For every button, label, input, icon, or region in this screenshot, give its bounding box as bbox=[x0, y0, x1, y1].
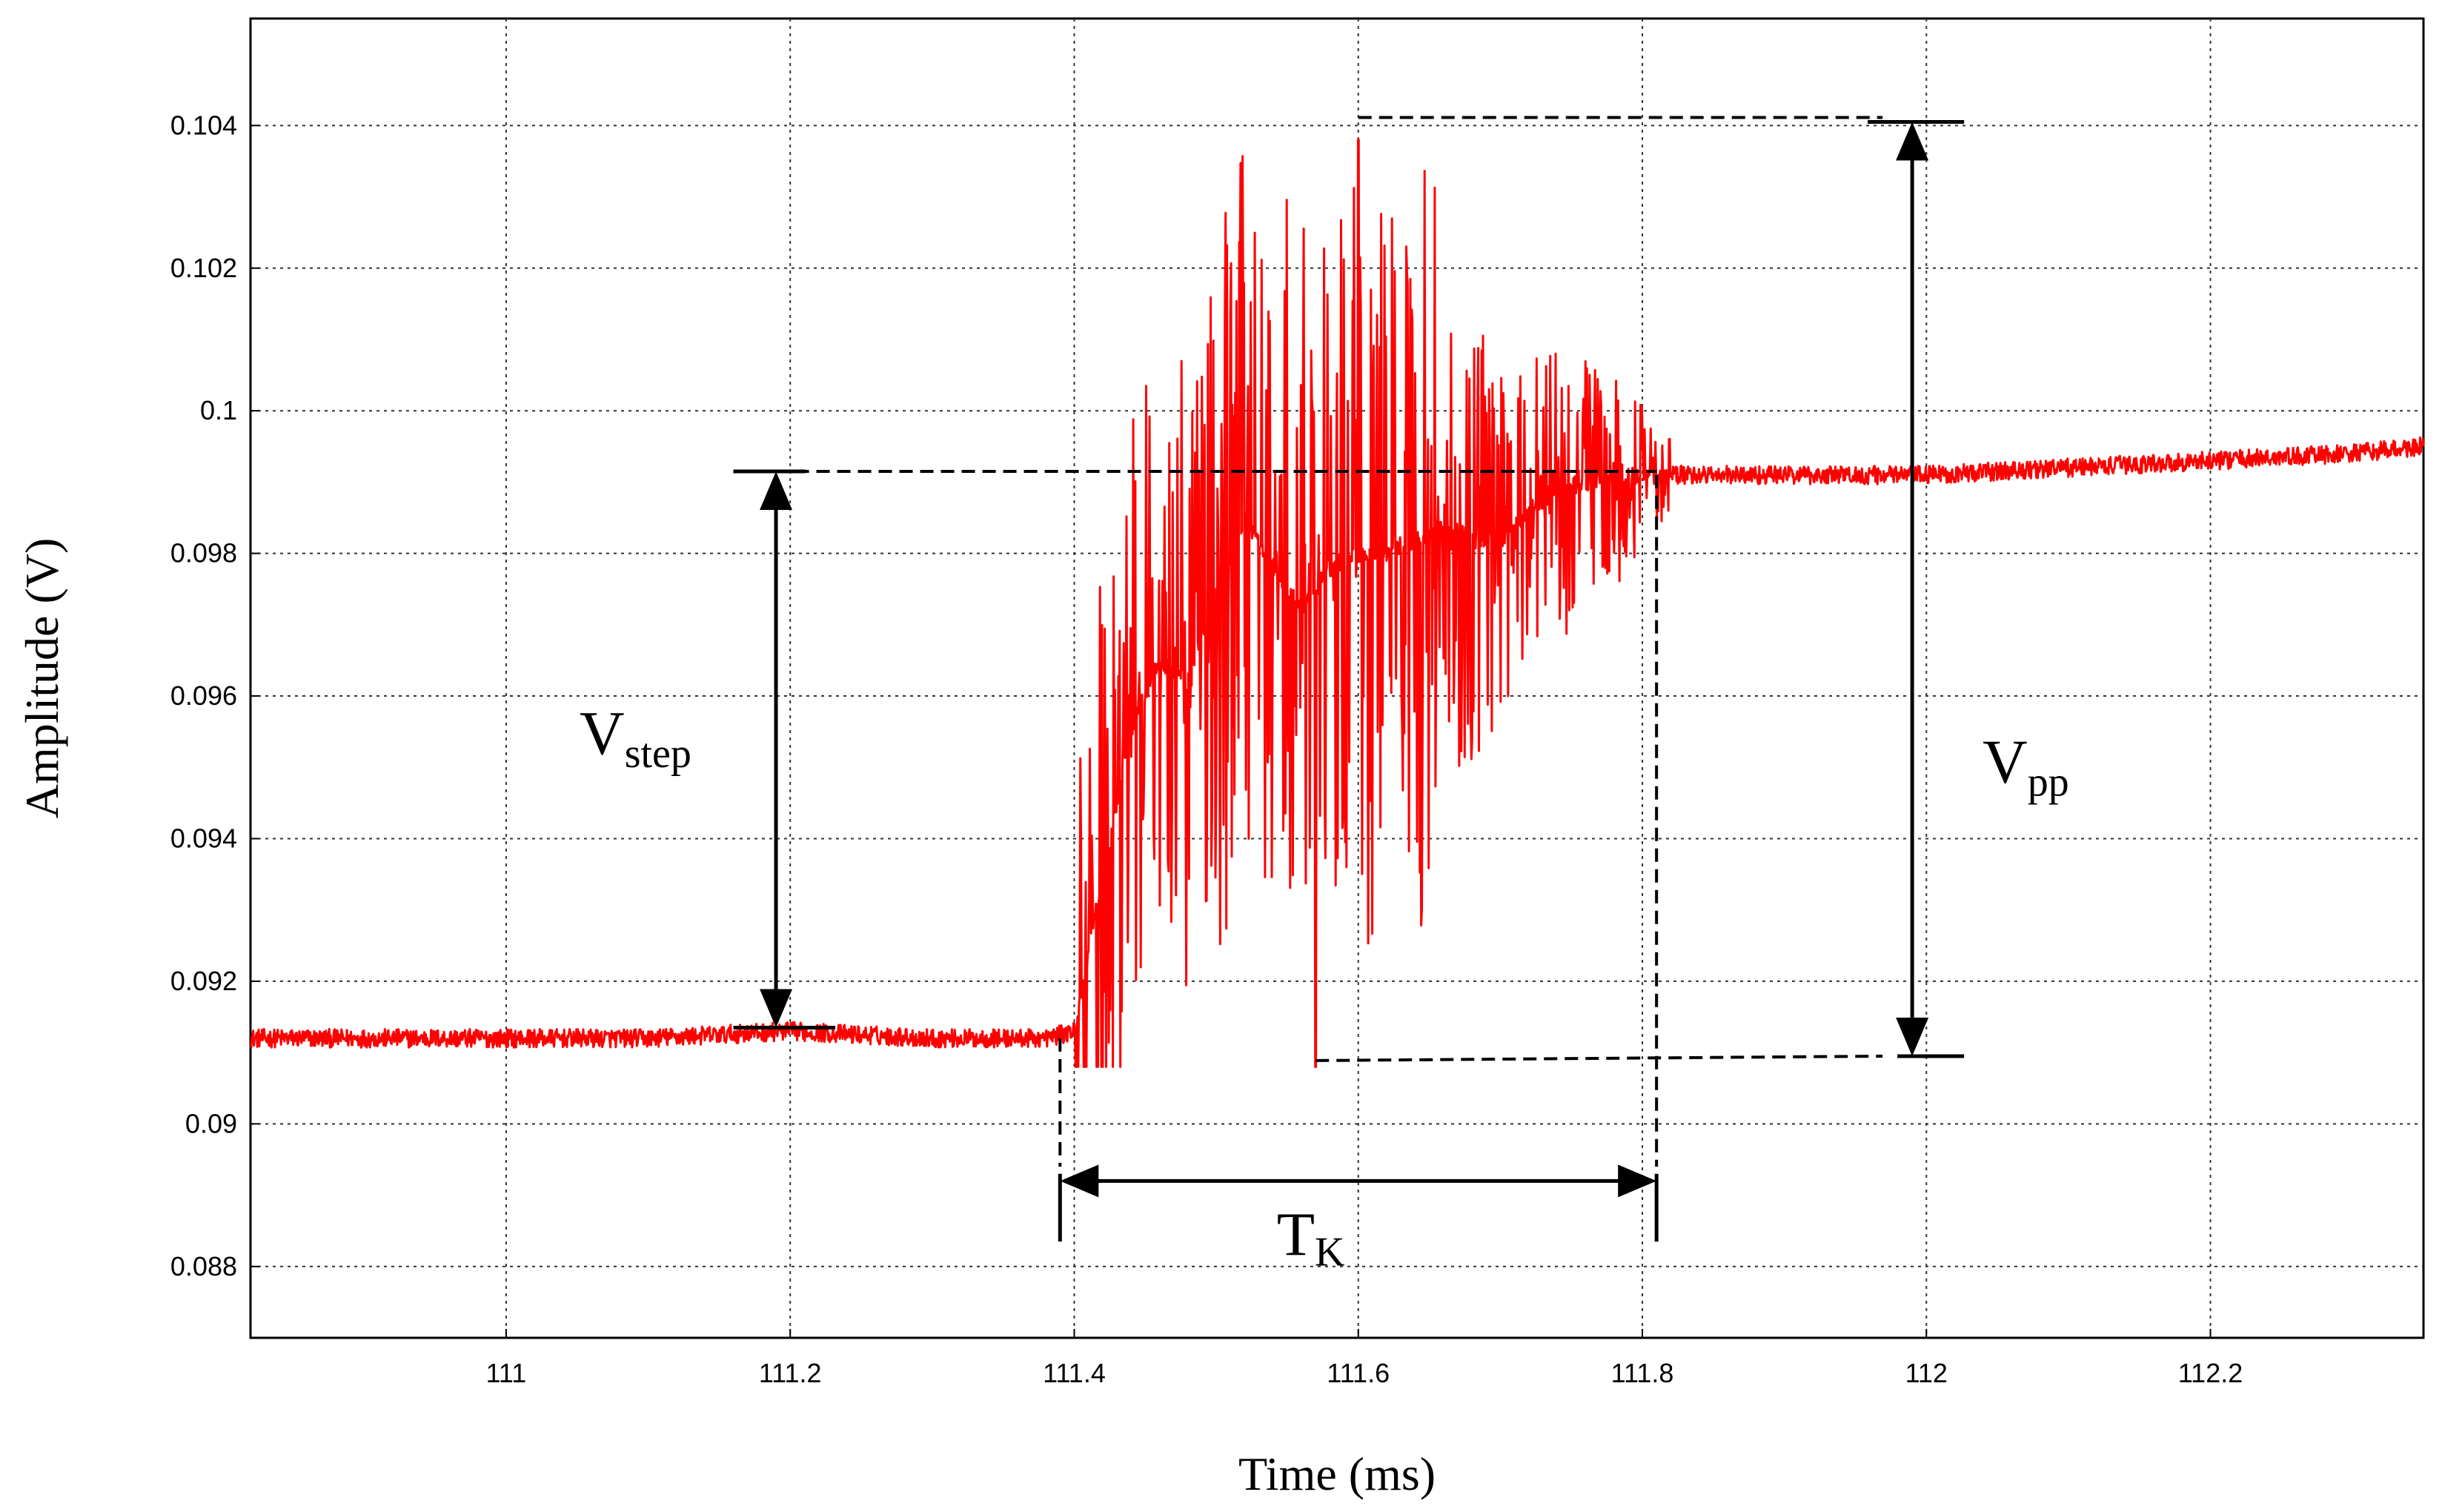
y-tick-label: 0.094 bbox=[170, 823, 237, 853]
v-pp-label: Vpp bbox=[1983, 727, 2069, 805]
v-pp-arrow-head-down bbox=[1896, 1017, 1929, 1056]
y-tick-label: 0.09 bbox=[185, 1108, 237, 1138]
x-axis: 111 111.2 111.4 111.6 111.8 112 112.2 bbox=[486, 1329, 2243, 1388]
y-tick-label: 0.088 bbox=[170, 1251, 237, 1281]
x-tick-label: 112.2 bbox=[2178, 1358, 2243, 1388]
t-k-subscript: K bbox=[1315, 1229, 1344, 1275]
x-tick-label: 111.4 bbox=[1043, 1358, 1106, 1388]
t-k-arrow-head-right bbox=[1618, 1164, 1657, 1198]
v-step-subscript: step bbox=[625, 731, 691, 777]
y-axis-title: Amplitude (V) bbox=[16, 538, 68, 819]
x-tick-label: 111.6 bbox=[1327, 1358, 1390, 1388]
signal-trace bbox=[250, 139, 2425, 1068]
x-tick-label: 112 bbox=[1905, 1358, 1948, 1388]
x-tick-label: 111 bbox=[486, 1358, 527, 1388]
y-tick-label: 0.102 bbox=[170, 253, 237, 283]
series-layer bbox=[250, 139, 2425, 1068]
y-tick-label: 0.096 bbox=[170, 680, 237, 711]
y-tick-label: 0.092 bbox=[170, 966, 237, 996]
v-pp-subscript: pp bbox=[2028, 759, 2069, 805]
y-axis: 0.088 0.09 0.092 0.094 0.096 0.098 0.1 0.102 0.1… bbox=[170, 110, 259, 1281]
y-tick-label: 0.1 bbox=[200, 395, 237, 425]
v-step-arrow-head-down bbox=[760, 989, 793, 1028]
x-tick-label: 111.8 bbox=[1611, 1358, 1674, 1388]
y-tick-label: 0.104 bbox=[170, 110, 237, 140]
x-axis-title: Time (ms) bbox=[1238, 1448, 1436, 1500]
v-pp-arrow-head-up bbox=[1896, 122, 1929, 161]
x-tick-label: 111.2 bbox=[759, 1358, 822, 1388]
v-pp-bottom-guide bbox=[1315, 1054, 1883, 1062]
grid bbox=[250, 19, 2423, 1338]
v-step-arrow-head-up bbox=[760, 471, 793, 510]
t-k-arrow-head-left bbox=[1060, 1164, 1099, 1198]
y-tick-label: 0.098 bbox=[170, 538, 237, 568]
